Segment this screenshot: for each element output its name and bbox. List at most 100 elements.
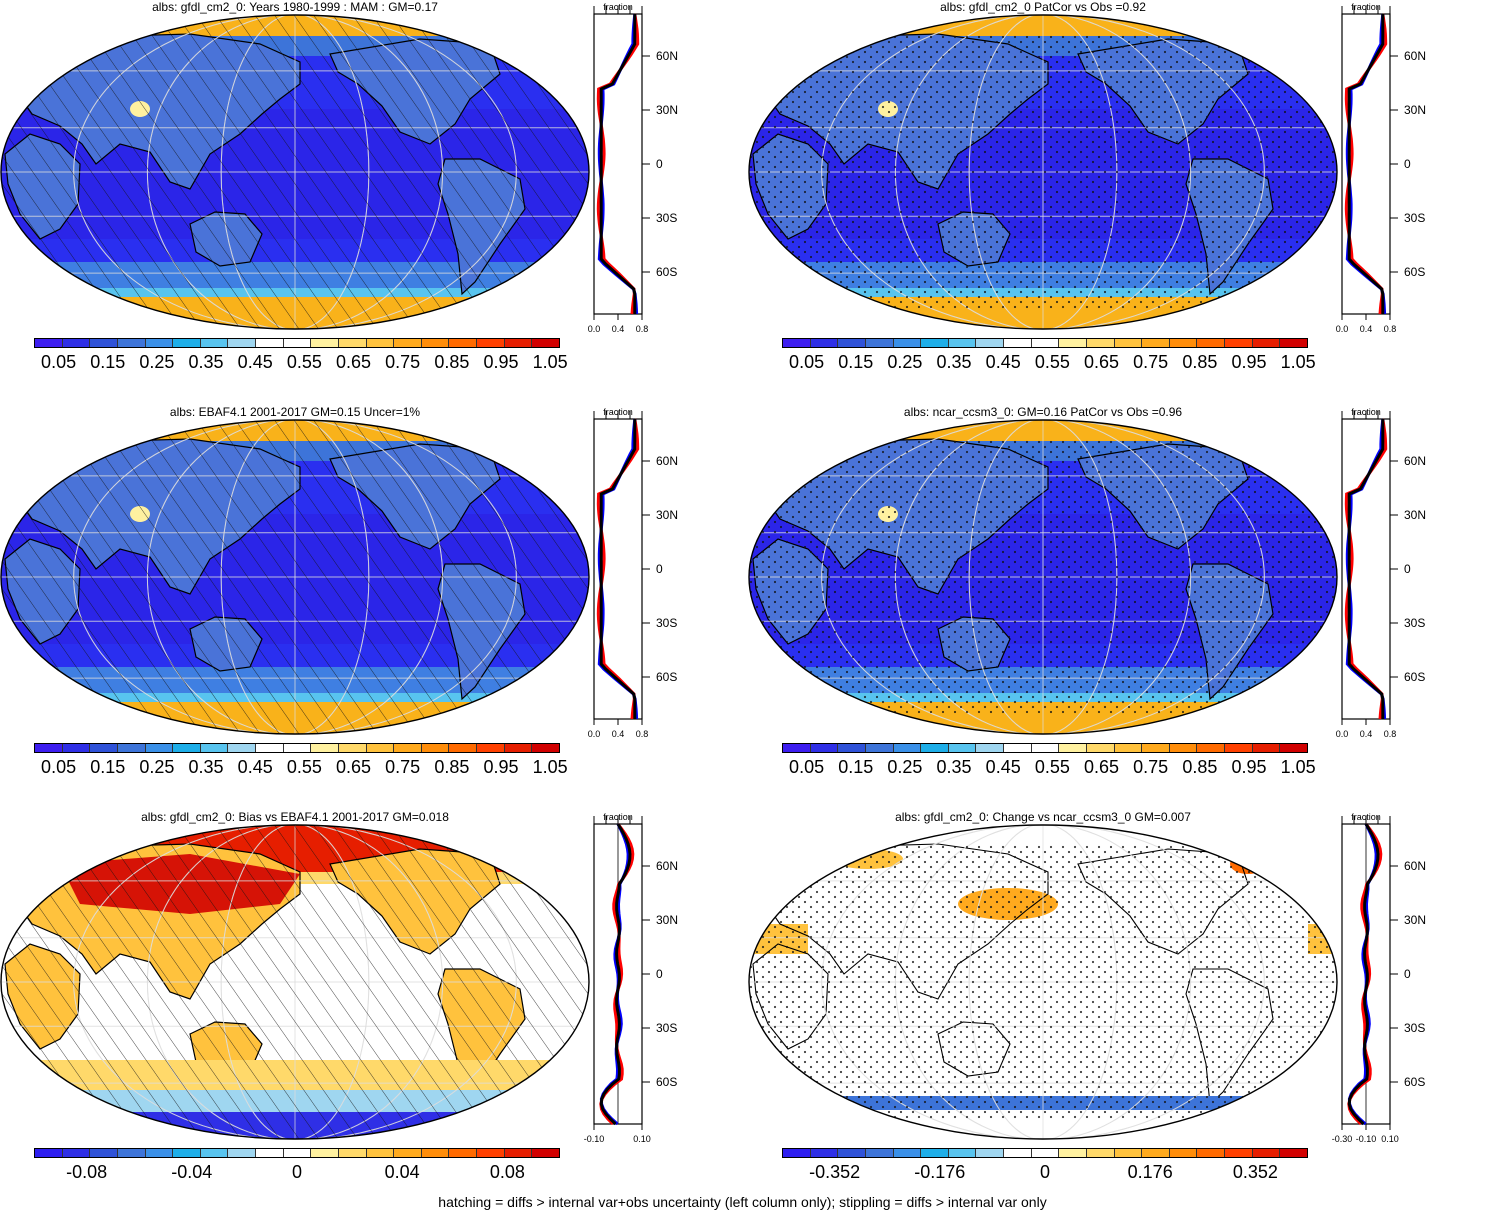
colorbar-swatch (893, 744, 922, 752)
lat-tick-label: 30S (656, 1021, 677, 1035)
zonal-line-black (1347, 14, 1385, 314)
colorbar-swatch (117, 1149, 146, 1157)
colorbar-label: 0.95 (483, 352, 519, 372)
colorbar-label: 0.25 (887, 757, 923, 777)
colorbar-swatch (1114, 744, 1143, 752)
lat-tick-label: 30S (656, 616, 677, 630)
colorbar-swatch (1059, 1149, 1087, 1157)
colorbar-label: 0.04 (384, 1162, 420, 1182)
colorbar-label: 0.352 (1232, 1162, 1278, 1182)
colorbar-swatch (1031, 744, 1060, 752)
colorbar-label: 0.15 (838, 352, 874, 372)
colorbar-label: 0.75 (385, 757, 421, 777)
zonal-line-black (1347, 419, 1385, 719)
lat-tick-label: 60S (656, 1075, 677, 1089)
map-plot (748, 14, 1338, 330)
map-plot (0, 824, 590, 1140)
colorbar-swatch (421, 744, 450, 752)
colorbar-label: 0.15 (90, 352, 126, 372)
colorbar-swatch (228, 1149, 256, 1157)
stippling-overlay (749, 844, 1337, 1120)
colorbar-swatch (449, 744, 477, 752)
colorbar-swatch (62, 339, 91, 347)
colorbar-swatch (1142, 1149, 1170, 1157)
lat-tick-label: 60N (1404, 454, 1426, 468)
colorbar-swatch (283, 1149, 312, 1157)
colorbar-swatch (783, 339, 811, 347)
lat-tick-label: 0 (1404, 967, 1411, 981)
colorbar-label: 0.25 (139, 757, 175, 777)
panel-title: albs: gfdl_cm2_0: Bias vs EBAF4.1 2001-2… (141, 810, 449, 824)
lat-tick-label: 60N (1404, 859, 1426, 873)
map-border (748, 824, 1338, 1140)
colorbar-swatch (948, 744, 977, 752)
colorbar (34, 743, 560, 753)
colorbar-label: 0.75 (385, 352, 421, 372)
colorbar-swatch (1086, 744, 1115, 752)
colorbar-swatch (449, 339, 477, 347)
colorbar-swatch (976, 1149, 1004, 1157)
map-panel-5: albs: gfdl_cm2_0: Bias vs EBAF4.1 2001-2… (0, 810, 740, 1210)
colorbar-swatch (1142, 744, 1170, 752)
colorbar-swatch (145, 744, 174, 752)
colorbar-swatch (865, 339, 894, 347)
colorbar-label: 0 (1039, 1162, 1051, 1182)
zonal-line-black (1347, 823, 1380, 1126)
colorbar-label: 0.55 (1034, 352, 1070, 372)
colorbar-label: 0.55 (286, 757, 322, 777)
colorbar-swatch (976, 339, 1004, 347)
lat-tick-label: 30N (1404, 913, 1426, 927)
map-panel-2: albs: gfdl_cm2_0 PatCor vs Obs =0.92 frac… (748, 0, 1485, 400)
colorbar-swatch (1225, 744, 1253, 752)
colorbar-swatch (477, 744, 505, 752)
colorbar-swatch (1197, 744, 1225, 752)
colorbar-swatch (90, 1149, 118, 1157)
colorbar-swatch (1086, 339, 1115, 347)
colorbar-swatch (504, 339, 533, 347)
colorbar-label: 0.05 (41, 757, 77, 777)
colorbar-label: 0.45 (237, 757, 273, 777)
lat-tick-label: 30N (656, 103, 678, 117)
zonal-line-black (599, 823, 632, 1126)
colorbar-label: 0.05 (789, 757, 825, 777)
colorbar-label: 0.65 (1084, 352, 1120, 372)
colorbar-swatch (1059, 339, 1087, 347)
colorbar (34, 338, 560, 348)
colorbar (34, 1148, 560, 1158)
zonal-xtick-label: -0.10 (584, 1134, 605, 1144)
colorbar-swatch (90, 339, 118, 347)
lat-tick-label: 30N (1404, 103, 1426, 117)
colorbar-swatch (173, 339, 201, 347)
colorbar-label: -0.04 (171, 1162, 213, 1182)
lat-tick-label: 60S (1404, 1075, 1425, 1089)
colorbar-swatch (311, 339, 339, 347)
colorbar-swatch (1169, 339, 1198, 347)
lat-tick-label: 30S (1404, 211, 1425, 225)
map-plot (748, 824, 1338, 1140)
lat-tick-label: 60S (656, 670, 677, 684)
panel-title: albs: gfdl_cm2_0: Years 1980-1999 : MAM … (152, 0, 438, 14)
colorbar-label: 0.35 (188, 757, 224, 777)
colorbar-swatch (1197, 1149, 1225, 1157)
colorbar-label: 0.75 (1133, 757, 1169, 777)
colorbar-label: -0.176 (914, 1162, 966, 1182)
lat-tick-label: 60N (656, 859, 678, 873)
zonal-xtick-label: 0.10 (633, 1134, 651, 1144)
colorbar-swatch (200, 1149, 229, 1157)
colorbar-label: 0.55 (286, 352, 322, 372)
colorbar-swatch (421, 339, 450, 347)
colorbar-swatch (810, 1149, 839, 1157)
zonal-xtick-label: 0.4 (612, 324, 625, 334)
map-border (0, 824, 590, 1140)
colorbar-swatch (810, 339, 839, 347)
lat-tick-label: 30N (656, 913, 678, 927)
map-plot (0, 419, 590, 735)
colorbar-swatch (1059, 744, 1087, 752)
colorbar-label: 0.45 (237, 352, 273, 372)
lat-tick-label: 30N (1404, 508, 1426, 522)
colorbar-swatch (1142, 339, 1170, 347)
map-panel-1: albs: gfdl_cm2_0: Years 1980-1999 : MAM … (0, 0, 740, 400)
colorbar-swatch (394, 339, 422, 347)
